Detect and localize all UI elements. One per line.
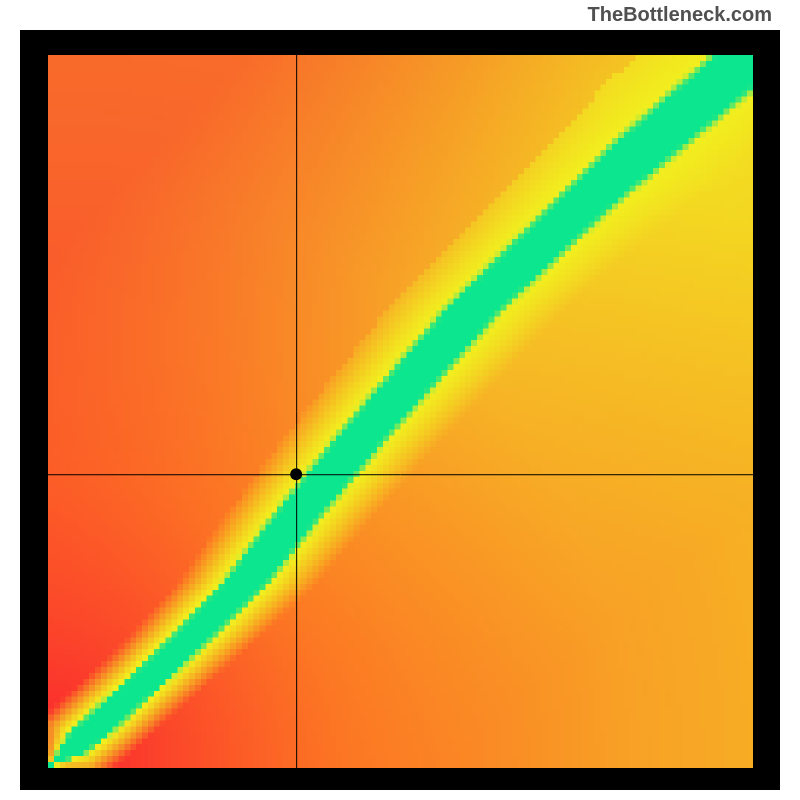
- crosshair-overlay: [20, 30, 780, 790]
- chart-frame: [20, 30, 780, 790]
- watermark-text: TheBottleneck.com: [588, 4, 772, 27]
